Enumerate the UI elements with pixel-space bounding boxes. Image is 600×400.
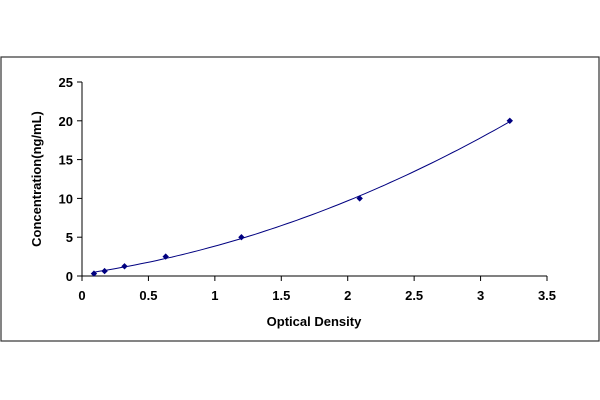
y-tick-label: 5 (66, 230, 73, 245)
y-tick-label: 20 (59, 114, 73, 129)
y-tick-label: 25 (59, 75, 73, 90)
data-points (90, 117, 513, 277)
x-tick-label: 0.5 (139, 288, 157, 303)
y-tick-label: 0 (66, 269, 73, 284)
x-tick-label: 1.5 (272, 288, 290, 303)
x-tick-label: 0 (78, 288, 85, 303)
data-point (356, 195, 363, 202)
data-point (162, 253, 169, 260)
y-axis-ticks: 0 5 10 15 20 25 (59, 75, 82, 284)
x-axis-title: Optical Density (267, 314, 362, 329)
plot-area (82, 82, 547, 276)
x-axis-ticks: 0 0.5 1 1.5 2 2.5 3 3.5 (78, 276, 556, 303)
data-point (238, 234, 245, 241)
data-point (506, 117, 513, 124)
data-point (121, 263, 128, 270)
x-tick-label: 2 (344, 288, 351, 303)
data-point (101, 267, 108, 275)
x-tick-label: 2.5 (405, 288, 423, 303)
x-tick-label: 3.5 (538, 288, 556, 303)
data-point (90, 270, 98, 277)
y-axis-title: Concentration(ng/mL) (29, 111, 44, 247)
x-tick-label: 1 (211, 288, 218, 303)
y-tick-label: 15 (59, 153, 73, 168)
y-tick-label: 10 (59, 191, 73, 206)
x-tick-label: 3 (477, 288, 484, 303)
fit-curve (93, 121, 511, 273)
